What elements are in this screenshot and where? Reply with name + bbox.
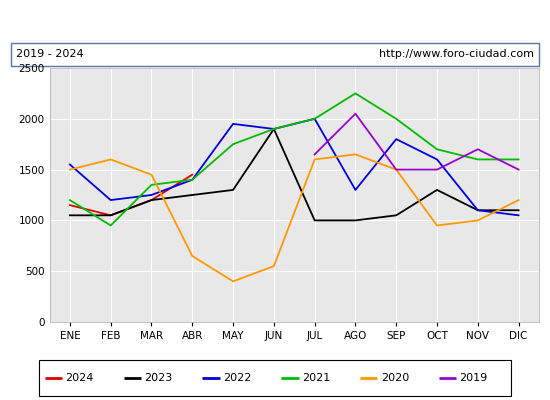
Text: 2019: 2019 (459, 373, 488, 383)
FancyBboxPatch shape (39, 360, 512, 396)
Text: http://www.foro-ciudad.com: http://www.foro-ciudad.com (379, 49, 534, 59)
Text: 2019 - 2024: 2019 - 2024 (16, 49, 84, 59)
Text: 2021: 2021 (302, 373, 330, 383)
FancyBboxPatch shape (11, 43, 539, 66)
Text: 2022: 2022 (223, 373, 251, 383)
Text: 2020: 2020 (381, 373, 409, 383)
Text: 2024: 2024 (65, 373, 94, 383)
Text: Evolucion Nº Turistas Nacionales en el municipio de Sant Gregori: Evolucion Nº Turistas Nacionales en el m… (50, 14, 500, 28)
Text: 2023: 2023 (144, 373, 172, 383)
